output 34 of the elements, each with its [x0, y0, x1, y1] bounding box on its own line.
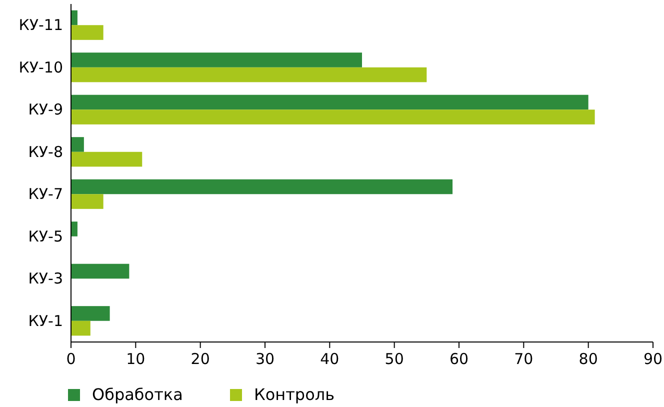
y-tick-label: КУ-3 — [28, 270, 63, 288]
bar — [71, 110, 595, 124]
bar — [71, 179, 453, 194]
x-tick-label: 50 — [384, 350, 404, 368]
x-tick-label: 60 — [449, 350, 469, 368]
x-tick-label: 30 — [255, 350, 275, 368]
y-tick-label: КУ-5 — [28, 227, 63, 246]
x-tick-label: 10 — [126, 350, 146, 368]
y-tick-label: КУ-1 — [28, 312, 63, 330]
y-tick-label: КУ-9 — [28, 100, 63, 119]
x-tick-label: 0 — [66, 350, 76, 368]
bar — [71, 306, 110, 321]
y-tick-label: КУ-11 — [18, 16, 63, 34]
x-tick-label: 20 — [190, 350, 210, 368]
y-tick-label: КУ-10 — [18, 58, 63, 76]
bar — [71, 320, 90, 336]
bar — [71, 94, 588, 110]
bar — [71, 264, 130, 279]
y-tick-label: КУ-7 — [28, 185, 63, 204]
legend-label: Обработка — [92, 385, 183, 404]
x-tick-label: 90 — [643, 350, 663, 368]
bar — [71, 222, 78, 236]
y-tick-label: КУ-8 — [28, 142, 63, 161]
bar — [71, 137, 84, 152]
legend-label: Контроль — [254, 385, 335, 404]
bar — [71, 52, 362, 68]
x-tick-label: 40 — [320, 350, 340, 368]
bar — [71, 152, 142, 167]
bar — [71, 10, 78, 26]
bar — [71, 25, 104, 40]
x-tick-label: 70 — [514, 350, 534, 368]
x-tick-label: 80 — [578, 350, 598, 368]
bar — [71, 67, 427, 82]
bar — [71, 194, 104, 209]
